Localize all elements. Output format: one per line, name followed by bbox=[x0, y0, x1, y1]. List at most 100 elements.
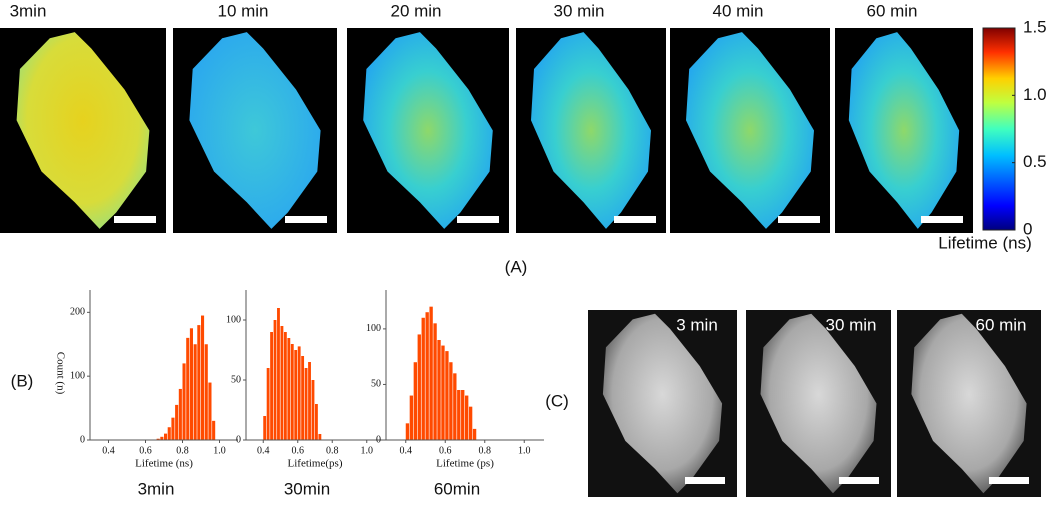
bar bbox=[175, 404, 179, 440]
scale-bar bbox=[778, 216, 820, 223]
bar bbox=[287, 338, 291, 440]
bar bbox=[277, 308, 280, 440]
bar bbox=[304, 368, 308, 440]
cell bbox=[911, 313, 1027, 494]
bar bbox=[437, 340, 441, 440]
bar bbox=[193, 344, 197, 440]
y-tick-label: 100 bbox=[366, 323, 381, 334]
colorbar-tick-label: 0 bbox=[1023, 219, 1032, 238]
bar bbox=[318, 434, 322, 440]
colorbar-tick-label: 1.5 bbox=[1023, 17, 1047, 36]
bar bbox=[421, 317, 425, 440]
bar bbox=[315, 404, 318, 440]
bar bbox=[413, 362, 417, 440]
bar bbox=[441, 345, 445, 440]
bar bbox=[457, 390, 461, 440]
histogram: 0 100 200 0.4 0.6 0.8 1.0 Lifetime (ns) Count (n… bbox=[54, 290, 238, 470]
bar bbox=[311, 380, 315, 440]
bar bbox=[189, 328, 193, 440]
x-tick-label: 1.0 bbox=[518, 445, 531, 456]
scale-bar bbox=[839, 477, 879, 484]
bar bbox=[212, 420, 216, 440]
cell bbox=[531, 32, 651, 229]
cell bbox=[602, 313, 723, 494]
histogram: 0 50 100 0.4 0.6 0.8 1.0 Lifetime(ps) bbox=[226, 290, 384, 470]
y-tick-label: 200 bbox=[70, 307, 85, 318]
image-caption: 3min bbox=[10, 1, 47, 20]
bar bbox=[301, 356, 305, 440]
y-axis-label: Count (n) bbox=[54, 352, 66, 395]
bar bbox=[182, 363, 186, 440]
scale-bar bbox=[685, 477, 725, 484]
x-tick-label: 1.0 bbox=[361, 445, 374, 456]
bar bbox=[171, 417, 175, 440]
y-tick-label: 50 bbox=[371, 379, 381, 390]
x-tick-label: 0.6 bbox=[139, 445, 152, 456]
histogram: 0 50 100 0.4 0.6 0.8 1.0 Lifetime (ps) bbox=[366, 290, 544, 470]
x-axis-label: Lifetime(ps) bbox=[288, 458, 343, 470]
image-caption: 30 min bbox=[553, 1, 604, 20]
bar bbox=[156, 438, 160, 440]
y-tick-label: 0 bbox=[80, 434, 85, 445]
y-tick-label: 0 bbox=[376, 434, 381, 445]
bar bbox=[461, 390, 465, 440]
bar bbox=[429, 306, 433, 440]
bar bbox=[405, 423, 410, 440]
bar bbox=[409, 395, 414, 440]
histogram-caption: 60min bbox=[434, 479, 480, 498]
image-caption: 60 min bbox=[866, 1, 917, 20]
bar bbox=[208, 382, 212, 440]
bar bbox=[433, 323, 437, 440]
image-caption: 40 min bbox=[712, 1, 763, 20]
bar bbox=[425, 312, 429, 440]
x-tick-label: 0.8 bbox=[479, 445, 492, 456]
bar bbox=[417, 334, 421, 440]
x-tick-label: 0.4 bbox=[257, 445, 270, 456]
bar bbox=[263, 416, 267, 440]
scale-bar bbox=[989, 477, 1029, 484]
cell bbox=[16, 32, 150, 229]
bar bbox=[160, 436, 164, 440]
y-tick-label: 100 bbox=[226, 314, 241, 325]
image-caption: 10 min bbox=[217, 1, 268, 20]
bar bbox=[266, 368, 270, 440]
histogram-caption: 30min bbox=[284, 479, 330, 498]
colorbar bbox=[982, 27, 1016, 231]
image-caption: 30 min bbox=[825, 315, 876, 334]
cell bbox=[760, 313, 877, 494]
x-tick-label: 0.8 bbox=[176, 445, 189, 456]
bar bbox=[280, 326, 284, 440]
x-tick-label: 0.6 bbox=[439, 445, 452, 456]
x-axis-label: Lifetime (ps) bbox=[436, 458, 494, 470]
panel-label: (A) bbox=[505, 257, 528, 276]
bar bbox=[465, 395, 469, 440]
scale-bar bbox=[114, 216, 156, 223]
colorbar-tick-label: 0.5 bbox=[1023, 152, 1047, 171]
x-tick-label: 0.4 bbox=[400, 445, 413, 456]
image-caption: 20 min bbox=[390, 1, 441, 20]
bar bbox=[445, 351, 449, 440]
scale-bar bbox=[614, 216, 656, 223]
bar bbox=[453, 373, 457, 440]
colorbar-tick-label: 1.0 bbox=[1023, 85, 1047, 104]
x-tick-label: 0.8 bbox=[326, 445, 339, 456]
scale-bar bbox=[921, 216, 963, 223]
bar bbox=[201, 315, 205, 440]
bar bbox=[294, 350, 298, 440]
bar bbox=[270, 332, 273, 440]
bar bbox=[204, 344, 208, 440]
x-axis-label: Lifetime (ns) bbox=[135, 458, 193, 470]
bar bbox=[164, 433, 168, 440]
bar bbox=[178, 388, 182, 440]
bar bbox=[186, 337, 190, 440]
colorbar-title: Lifetime (ns) bbox=[938, 233, 1032, 252]
cell bbox=[686, 32, 814, 229]
y-tick-label: 100 bbox=[70, 370, 85, 381]
y-tick-label: 0 bbox=[236, 434, 241, 445]
y-tick-label: 50 bbox=[231, 374, 241, 385]
image-caption: 60 min bbox=[975, 315, 1026, 334]
bar bbox=[290, 344, 294, 440]
scale-bar bbox=[457, 216, 499, 223]
bar bbox=[167, 427, 171, 440]
